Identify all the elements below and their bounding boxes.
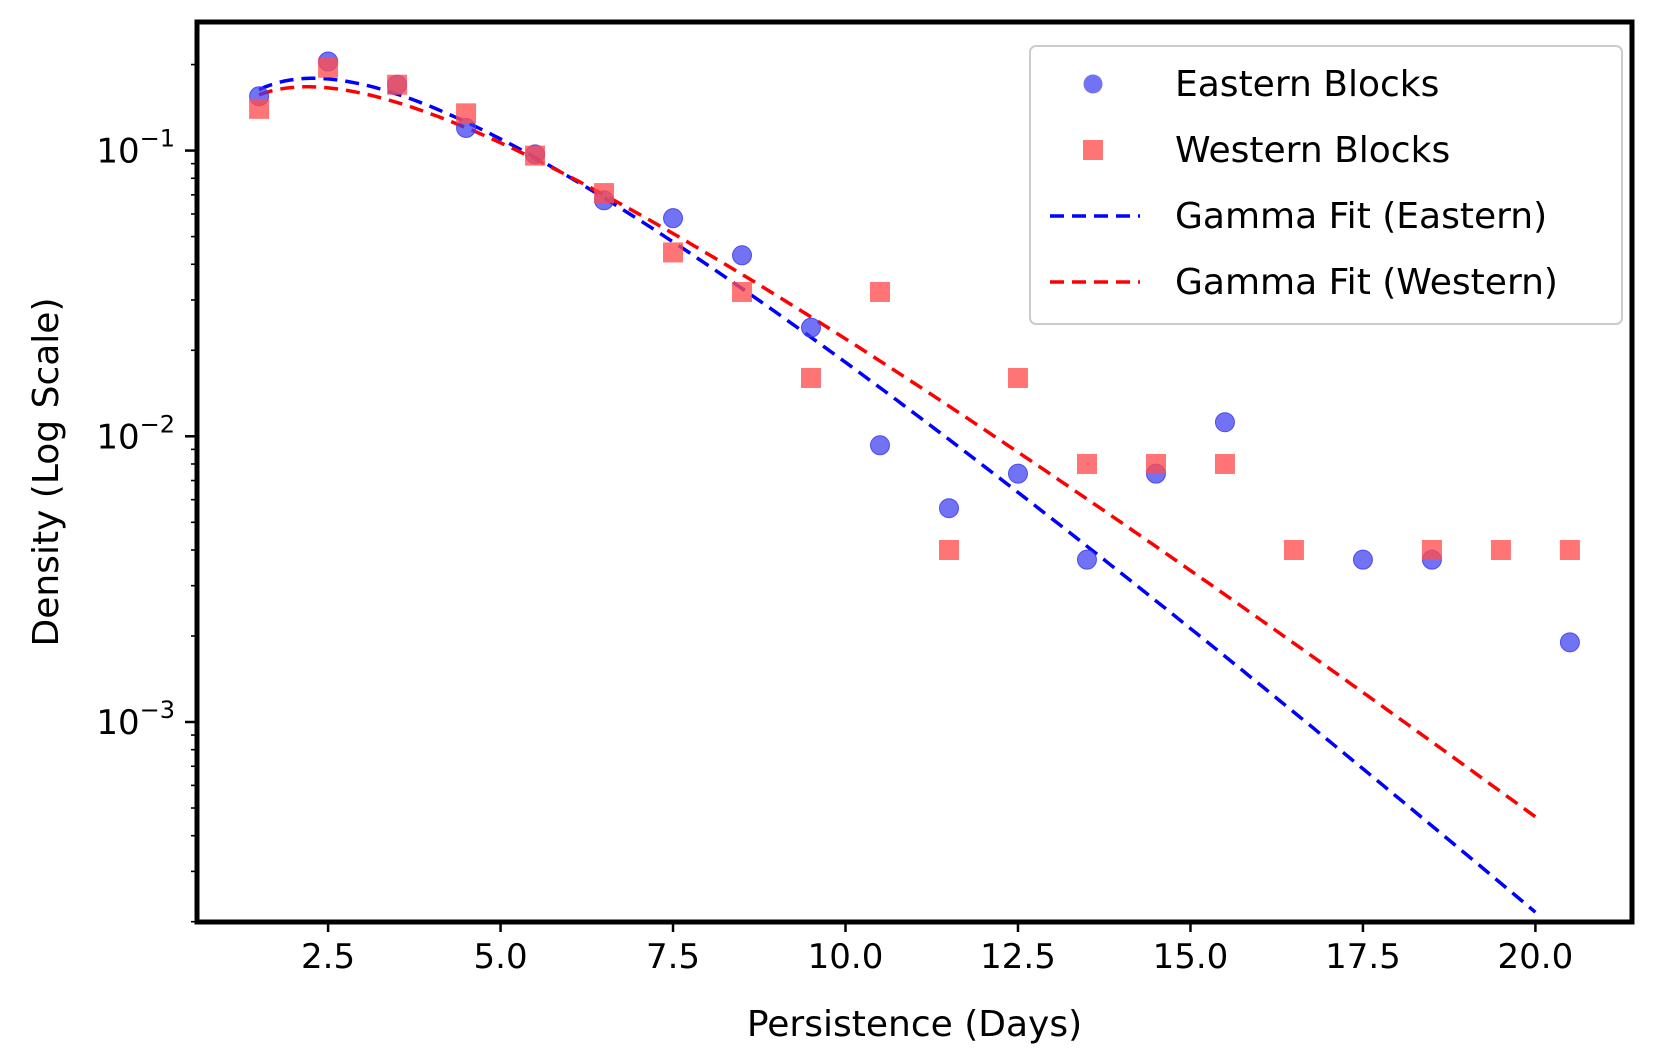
y-tick-label: 10−3 — [96, 696, 175, 743]
western-data-point — [456, 103, 477, 124]
x-axis-label: Persistence (Days) — [747, 1004, 1082, 1045]
western-data-point — [1559, 539, 1580, 560]
x-axis-ticks: 2.5 5.0 7.5 10.0 12.5 15.0 17.5 20.0 — [301, 922, 1573, 977]
eastern-data-point — [732, 245, 753, 266]
western-data-point — [870, 281, 891, 302]
legend: Eastern Blocks Western Blocks Gamma Fit (E… — [1029, 45, 1623, 325]
y-tick-label: 10−2 — [96, 410, 175, 457]
legend-entry-label: Eastern Blocks — [1175, 64, 1439, 105]
western-data-point — [318, 57, 339, 78]
eastern-data-point — [938, 498, 959, 519]
data-points — [249, 51, 1580, 653]
western-data-point — [1214, 453, 1235, 474]
western-data-point — [1421, 539, 1442, 560]
western-data-point — [1076, 453, 1097, 474]
western-data-point — [1283, 539, 1304, 560]
legend-entry-label: Gamma Fit (Western) — [1175, 262, 1558, 303]
eastern-data-point — [663, 208, 684, 229]
eastern-data-point — [801, 317, 822, 338]
x-tick-label: 17.5 — [1325, 937, 1401, 977]
y-tick-label: 10−1 — [96, 125, 175, 172]
y-axis-label: Density (Log Scale) — [26, 298, 67, 647]
western-data-point — [938, 539, 959, 560]
legend-entry-label: Western Blocks — [1175, 130, 1450, 171]
legend-entry-label: Gamma Fit (Eastern) — [1175, 196, 1547, 237]
western-data-point — [1490, 539, 1511, 560]
x-tick-label: 12.5 — [980, 937, 1056, 977]
western-data-point — [732, 281, 753, 302]
legend-marker-square — [1083, 140, 1103, 160]
eastern-data-point — [1076, 549, 1097, 570]
x-tick-label: 15.0 — [1153, 937, 1229, 977]
western-data-point — [387, 74, 408, 95]
y-axis-ticks: 10−1 10−2 10−3 — [96, 125, 197, 743]
plot-area-frame — [194, 19, 1635, 925]
eastern-data-point — [1214, 412, 1235, 433]
western-data-point — [525, 145, 546, 166]
western-data-point — [663, 242, 684, 263]
x-tick-label: 5.0 — [474, 937, 528, 977]
eastern-data-point — [1559, 632, 1580, 653]
x-tick-label: 10.0 — [808, 937, 884, 977]
western-data-point — [249, 98, 270, 119]
legend-marker-circle — [1083, 74, 1103, 94]
legend-box — [1029, 45, 1623, 325]
eastern-data-point — [1352, 549, 1373, 570]
eastern-data-point — [870, 435, 891, 456]
y-axis-minor-ticks — [191, 63, 197, 923]
western-data-point — [594, 183, 615, 204]
western-data-point — [1007, 367, 1028, 388]
x-tick-label: 2.5 — [301, 937, 355, 977]
x-tick-label: 20.0 — [1498, 937, 1574, 977]
western-data-point — [1145, 453, 1166, 474]
x-tick-label: 7.5 — [646, 937, 700, 977]
eastern-data-point — [1007, 463, 1028, 484]
western-data-point — [801, 367, 822, 388]
